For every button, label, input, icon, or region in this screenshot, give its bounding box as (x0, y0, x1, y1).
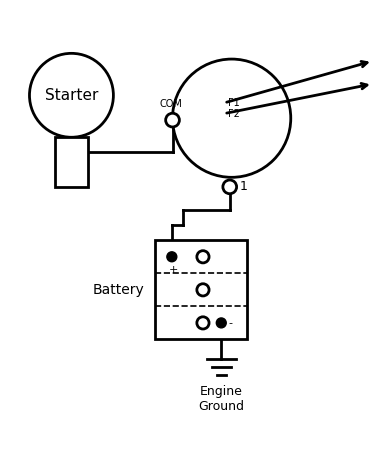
Circle shape (166, 113, 180, 127)
Circle shape (197, 251, 209, 263)
Bar (155, 240, 247, 339)
Bar (55, 137, 87, 187)
Text: Battery: Battery (92, 283, 144, 297)
Text: +: + (169, 265, 178, 275)
Text: Engine
Ground: Engine Ground (198, 385, 244, 413)
Text: F1: F1 (228, 98, 240, 108)
Text: -: - (228, 318, 232, 328)
Circle shape (167, 252, 177, 262)
Circle shape (29, 54, 113, 137)
Text: COM: COM (159, 99, 182, 109)
Circle shape (197, 284, 209, 296)
Text: Starter: Starter (45, 88, 98, 103)
Text: F2: F2 (228, 108, 240, 119)
Text: 1: 1 (239, 180, 247, 194)
Circle shape (216, 318, 226, 328)
Circle shape (223, 180, 236, 194)
Circle shape (173, 59, 291, 177)
Circle shape (197, 317, 209, 329)
